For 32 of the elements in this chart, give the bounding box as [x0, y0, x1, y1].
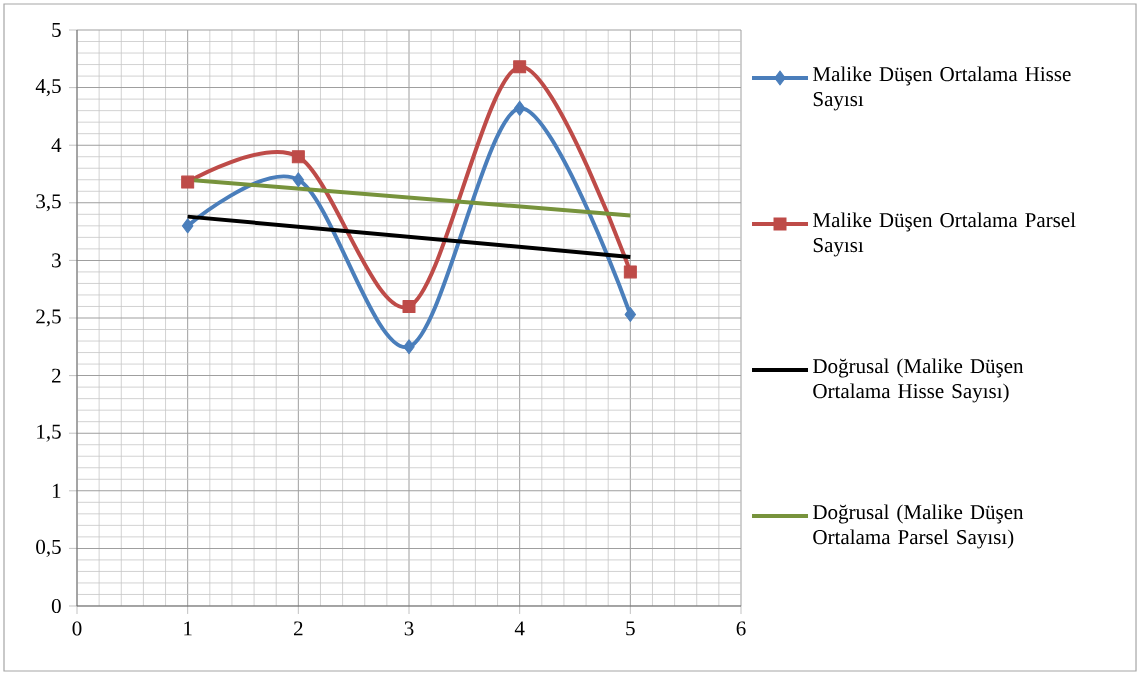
point	[513, 60, 527, 74]
x-tick-label: 1	[184, 621, 192, 636]
legend-label: Malike Düşen Ortalama Parsel Sayısı	[813, 212, 1076, 257]
x-tick-label: 6	[736, 621, 746, 636]
y-tick-label: 2	[52, 368, 61, 383]
y-tick-label: 5	[52, 23, 61, 37]
legend-label: Malike Düşen Ortalama Hisse Sayısı	[813, 66, 1071, 111]
y-tick-label: 0,5	[36, 539, 61, 557]
point	[181, 175, 195, 189]
legend-label: Doğrusal (Malike Düşen Ortalama Hisse Sayısı)	[813, 358, 1024, 403]
x-tick-label: 3	[404, 621, 414, 636]
point	[291, 150, 305, 164]
point	[292, 172, 305, 188]
y-tick-label: 3,5	[36, 194, 61, 212]
x-tick-label: 4	[514, 621, 525, 636]
legend-label: Doğrusal (Malike Düşen Ortalama Parsel Sayısı)	[813, 504, 1024, 549]
point	[402, 299, 416, 313]
y-tick-label: 0	[51, 598, 61, 614]
point	[513, 100, 526, 116]
point	[624, 307, 637, 323]
x-tick-label: 2	[294, 621, 303, 636]
point	[181, 218, 194, 234]
point	[403, 339, 415, 355]
y-tick-label: 1	[52, 483, 61, 498]
point	[623, 265, 637, 279]
x-tick-label: 5	[626, 621, 635, 636]
y-tick-label: 4	[51, 138, 62, 153]
y-tick-label: 2,5	[36, 309, 61, 327]
y-tick-label: 3	[52, 253, 61, 268]
y-tick-label: 4,5	[35, 79, 61, 97]
y-tick-label: 1,5	[37, 424, 61, 442]
x-tick-label: 0	[72, 621, 82, 636]
